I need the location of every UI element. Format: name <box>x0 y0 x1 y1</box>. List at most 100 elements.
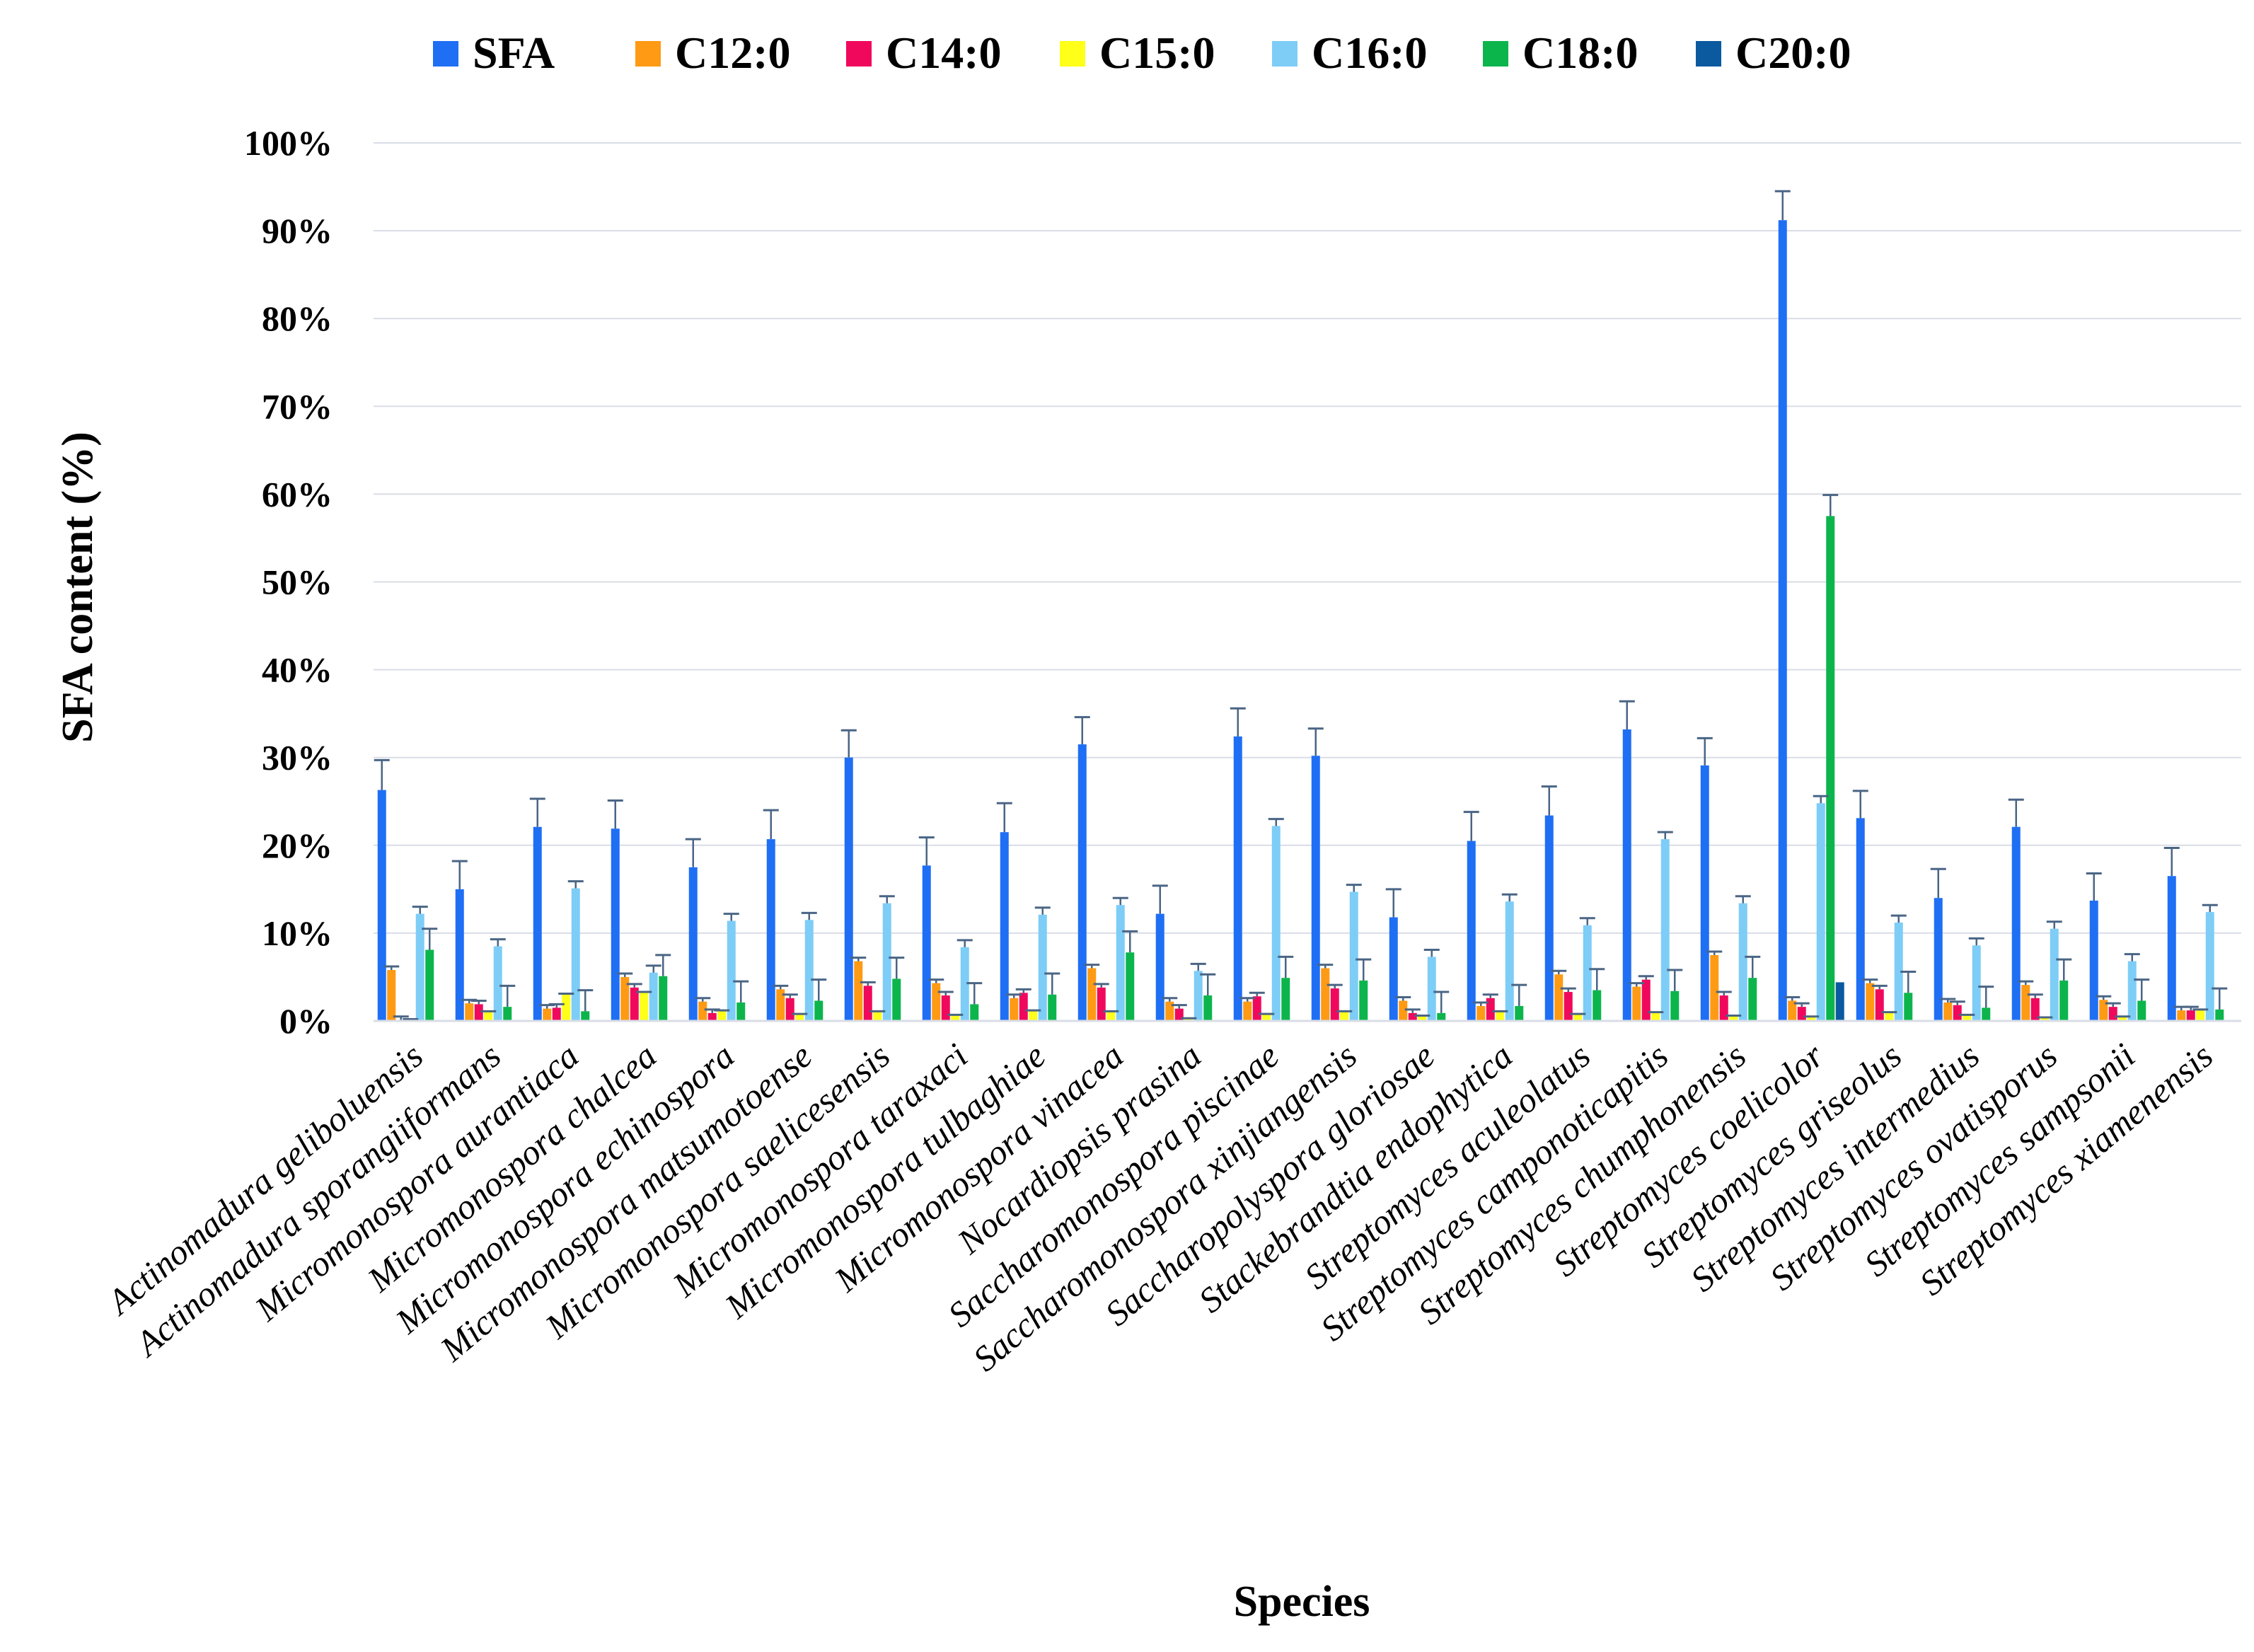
bar <box>1641 979 1651 1021</box>
bar <box>1010 998 1019 1021</box>
legend-swatch <box>1272 41 1298 67</box>
y-tick-label: 0% <box>279 1001 333 1041</box>
bar <box>1972 945 1981 1021</box>
bar <box>1797 1007 1806 1021</box>
bar <box>611 828 620 1021</box>
bar <box>776 989 785 1021</box>
bar <box>2167 876 2176 1021</box>
bar <box>484 1012 493 1021</box>
bar <box>1738 903 1747 1021</box>
bar <box>1816 803 1825 1021</box>
bar <box>2040 1018 2050 1021</box>
bar <box>873 1012 882 1021</box>
bar <box>1826 516 1835 1021</box>
bar <box>562 994 571 1021</box>
y-tick-label: 40% <box>262 650 333 690</box>
bar <box>1700 765 1709 1021</box>
bar <box>1651 1012 1660 1021</box>
bar <box>1389 917 1398 1021</box>
bar <box>1670 990 1680 1021</box>
bar <box>960 947 969 1021</box>
bar <box>377 790 386 1021</box>
bar <box>1564 992 1573 1021</box>
bar <box>941 995 950 1021</box>
bar <box>387 970 396 1021</box>
y-tick-label: 10% <box>262 913 333 953</box>
bar <box>2186 1010 2195 1021</box>
bar <box>2137 1000 2146 1021</box>
bar <box>951 1015 960 1021</box>
bar <box>1321 968 1330 1021</box>
bar <box>1165 1001 1174 1021</box>
y-tick-label: 70% <box>262 386 333 426</box>
bar <box>1632 986 1641 1021</box>
bar <box>785 998 794 1021</box>
bar <box>1077 744 1087 1021</box>
bar <box>795 1015 804 1021</box>
bar <box>932 983 941 1021</box>
bar <box>1573 1015 1583 1021</box>
bar <box>1349 891 1358 1021</box>
bar <box>804 920 814 1021</box>
bar <box>1029 1011 1038 1021</box>
bar <box>707 1012 717 1021</box>
bar <box>1544 815 1554 1021</box>
bar <box>1963 1015 1972 1021</box>
bar <box>844 757 853 1021</box>
bar <box>2215 1009 2224 1021</box>
bar <box>474 1004 483 1021</box>
bar <box>493 946 502 1021</box>
y-tick-label: 20% <box>262 826 333 865</box>
grid-lines <box>374 142 2241 934</box>
bar <box>1583 925 1592 1021</box>
bar <box>1311 756 1320 1021</box>
legend-swatch <box>846 41 872 67</box>
bar <box>2127 961 2137 1021</box>
bar <box>1019 993 1028 1021</box>
bar <box>2059 980 2069 1021</box>
bar <box>543 1008 552 1021</box>
y-tick-label: 60% <box>262 474 333 514</box>
bar <box>882 903 891 1021</box>
error-bars <box>374 190 2228 1021</box>
bar <box>1476 1005 1486 1021</box>
legend-swatch <box>635 41 661 67</box>
bar <box>1262 1015 1271 1021</box>
bar <box>2108 1007 2117 1021</box>
legend-label: C20:0 <box>1735 28 1851 78</box>
bar <box>2177 1010 2186 1021</box>
bar <box>1904 993 1913 1021</box>
bar <box>1719 995 1728 1021</box>
bar <box>1894 923 1903 1021</box>
bar <box>688 867 698 1021</box>
bar <box>2118 1017 2127 1021</box>
bar <box>1729 1016 1738 1021</box>
bar <box>1243 1001 1252 1021</box>
bar <box>1660 839 1670 1021</box>
bar <box>1427 957 1436 1021</box>
y-axis-ticks: 0% 10% 20% 30% 40% 50% 60% 70% 80% 90% 100% <box>244 123 333 1041</box>
bar <box>571 888 580 1021</box>
bar <box>2050 928 2059 1021</box>
bar <box>854 961 863 1021</box>
bar <box>717 1011 727 1021</box>
bar <box>1788 1000 1797 1021</box>
legend-label: C18:0 <box>1522 28 1639 78</box>
bar <box>533 826 542 1021</box>
bar <box>970 1004 979 1021</box>
bar <box>1399 1000 1408 1021</box>
bar <box>922 865 931 1021</box>
bar <box>1710 954 1719 1021</box>
legend-label: C14:0 <box>886 28 1002 78</box>
bar <box>1807 1017 1816 1021</box>
bar <box>1038 914 1047 1021</box>
x-axis-title: Species <box>1234 1578 1370 1626</box>
bar <box>1778 220 1787 1021</box>
bar <box>2205 912 2214 1021</box>
bar <box>1866 983 1875 1021</box>
y-tick-label: 100% <box>244 123 333 163</box>
bar <box>2089 900 2098 1021</box>
legend-label: C16:0 <box>1312 28 1428 78</box>
